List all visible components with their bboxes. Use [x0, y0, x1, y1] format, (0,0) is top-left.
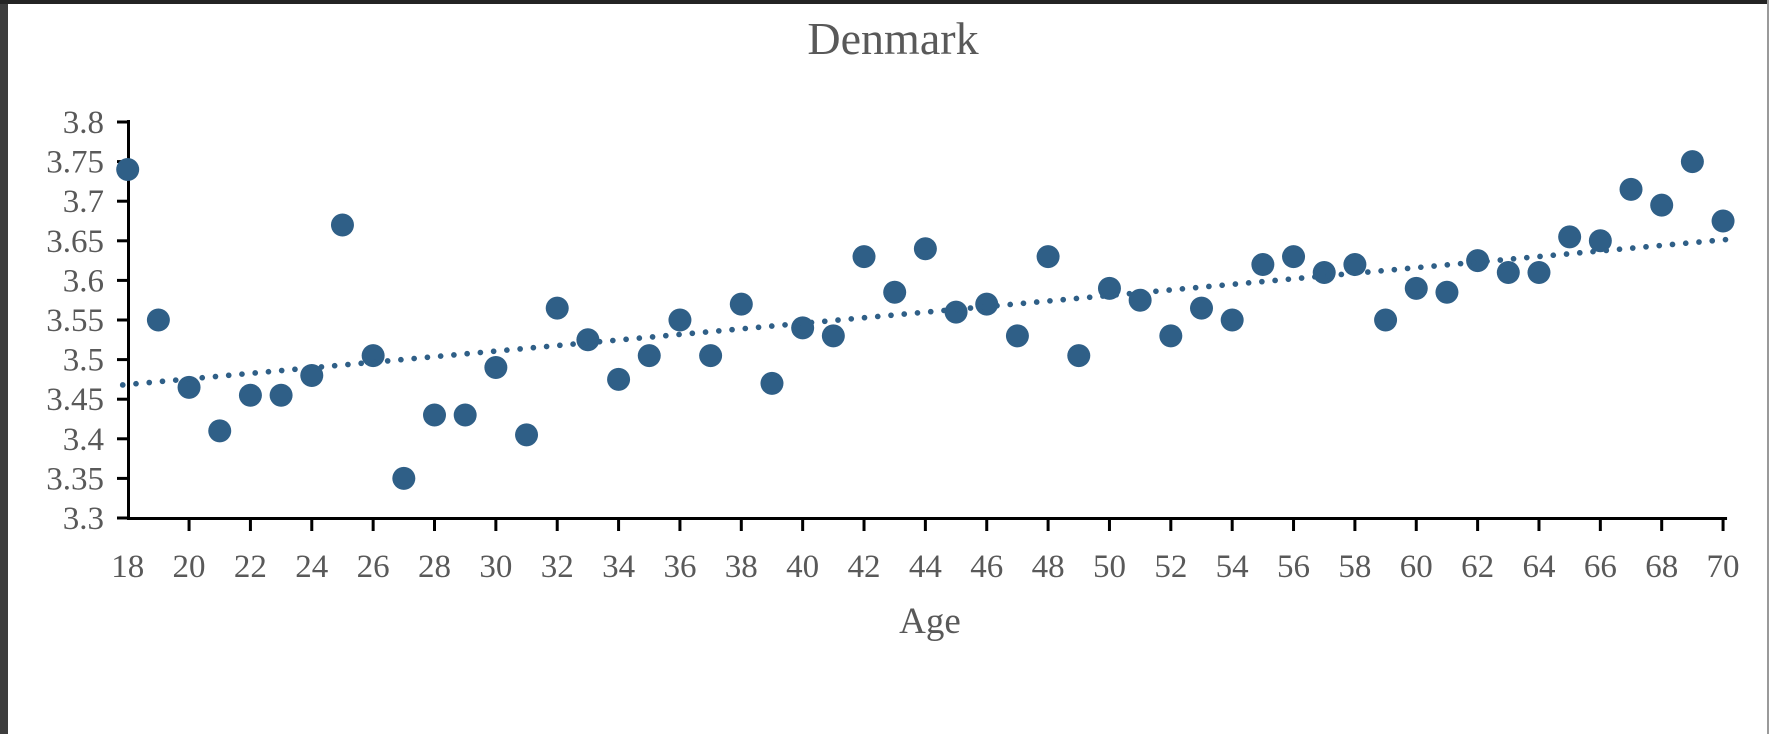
x-tick-label: 34: [602, 549, 635, 585]
data-point: [1496, 260, 1520, 284]
data-point: [545, 296, 569, 320]
data-point: [699, 344, 723, 368]
data-point: [1650, 193, 1674, 217]
data-point: [975, 292, 999, 316]
y-tick-label: 3.8: [63, 105, 104, 141]
y-tick-label: 3.35: [46, 461, 104, 497]
data-point: [1527, 260, 1551, 284]
data-point: [1711, 209, 1735, 233]
data-point: [1282, 245, 1306, 269]
data-point: [238, 383, 262, 407]
trendline: [119, 236, 1733, 388]
x-tick-label: 32: [541, 549, 574, 585]
data-point: [607, 367, 631, 391]
window-border-left: [0, 0, 8, 734]
x-tick-label: 60: [1400, 549, 1433, 585]
data-point: [146, 308, 170, 332]
data-point: [1312, 260, 1336, 284]
y-tick-label: 3.3: [63, 501, 104, 537]
data-point: [1190, 296, 1213, 320]
data-point: [883, 280, 907, 304]
x-tick-label: 54: [1216, 549, 1249, 585]
data-point: [760, 371, 784, 395]
x-tick-label: 66: [1584, 549, 1617, 585]
x-tick-label: 46: [970, 549, 1003, 585]
data-point: [1343, 253, 1367, 277]
x-tick-label: 22: [234, 549, 267, 585]
data-point: [423, 403, 446, 427]
x-tick-label: 44: [909, 549, 942, 585]
data-point: [944, 300, 968, 324]
data-point: [392, 466, 416, 490]
x-tick-label: 64: [1522, 549, 1555, 585]
data-point: [1005, 324, 1029, 348]
x-tick-label: 40: [786, 549, 819, 585]
x-tick-label: 56: [1277, 549, 1310, 585]
x-tick-label: 52: [1154, 549, 1187, 585]
x-tick-label: 30: [479, 549, 512, 585]
x-tick-label: 24: [295, 549, 328, 585]
data-point: [821, 324, 845, 348]
x-tick-label: 26: [357, 549, 390, 585]
data-point: [208, 419, 232, 443]
data-point: [1220, 308, 1244, 332]
data-point: [1619, 177, 1643, 201]
data-point: [1251, 253, 1275, 277]
data-point: [1374, 308, 1398, 332]
data-point: [361, 344, 385, 368]
window-border-right: [1767, 0, 1769, 734]
x-tick-label: 20: [173, 549, 206, 585]
y-tick-label: 3.6: [63, 263, 104, 299]
data-point: [1067, 344, 1091, 368]
y-tick-label: 3.75: [46, 145, 104, 181]
data-point: [515, 423, 539, 447]
chart-title: Denmark: [807, 13, 979, 64]
data-point: [330, 213, 354, 237]
data-point: [1128, 288, 1152, 312]
window-border-top: [0, 0, 1769, 4]
y-tick-label: 3.7: [63, 184, 104, 220]
data-point: [852, 245, 876, 269]
x-tick-label: 48: [1032, 549, 1065, 585]
x-tick-label: 38: [725, 549, 758, 585]
data-point: [576, 328, 600, 352]
data-point: [1036, 245, 1060, 269]
x-tick-label: 36: [663, 549, 696, 585]
y-tick-label: 3.4: [63, 422, 104, 458]
data-point: [1435, 280, 1459, 304]
x-axis-title: Age: [899, 601, 961, 642]
data-point: [1159, 324, 1183, 348]
data-point: [1558, 225, 1582, 249]
x-tick-label: 28: [418, 549, 451, 585]
data-point: [453, 403, 477, 427]
y-tick-label: 3.45: [46, 382, 104, 418]
x-tick-label: 68: [1645, 549, 1678, 585]
x-tick-label: 70: [1707, 549, 1740, 585]
data-point: [1680, 150, 1704, 174]
x-tick-label: 62: [1461, 549, 1494, 585]
data-point: [269, 383, 293, 407]
x-tick-label: 42: [848, 549, 881, 585]
y-tick-label: 3.55: [46, 303, 104, 339]
data-point: [913, 237, 937, 261]
x-tick-label: 50: [1093, 549, 1126, 585]
data-point: [1588, 229, 1612, 253]
data-point: [484, 356, 508, 380]
data-point: [177, 375, 201, 399]
y-tick-label: 3.65: [46, 224, 104, 260]
data-point: [637, 344, 661, 368]
data-point: [668, 308, 692, 332]
data-point: [729, 292, 753, 316]
x-tick-label: 18: [111, 549, 144, 585]
x-tick-label: 58: [1338, 549, 1371, 585]
data-point: [1466, 249, 1490, 273]
data-point: [116, 158, 140, 182]
y-tick-label: 3.5: [63, 343, 104, 379]
data-point: [1404, 276, 1428, 300]
